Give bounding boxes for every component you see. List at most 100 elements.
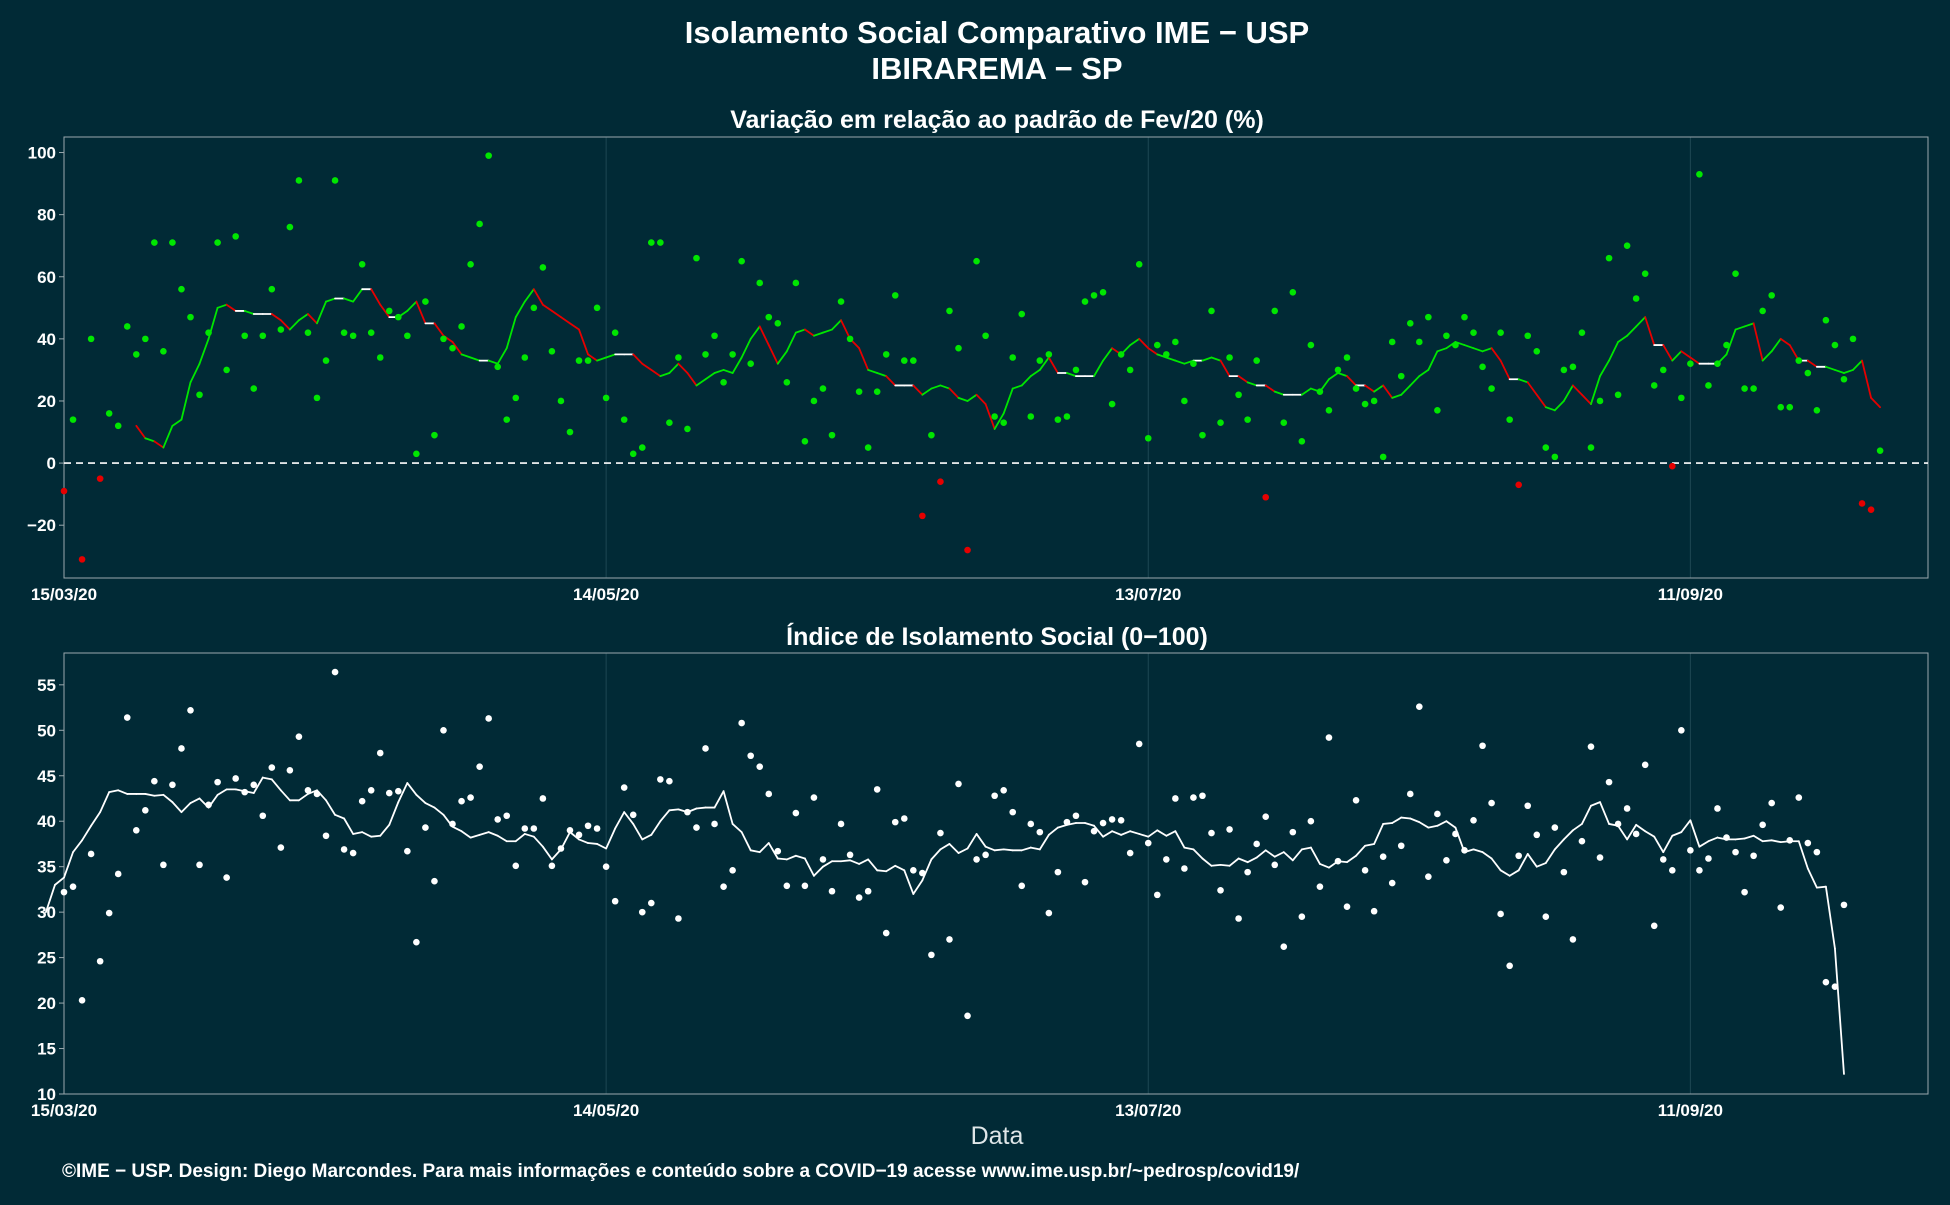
daily-point [1569, 936, 1577, 943]
rolling-mean-segment [243, 310, 255, 315]
rolling-mean-segment [993, 412, 1005, 430]
daily-point [837, 820, 845, 828]
rolling-mean-segment [876, 869, 888, 873]
rolling-mean-segment [813, 865, 824, 877]
daily-point [1614, 391, 1622, 399]
daily-point [1506, 416, 1513, 423]
daily-point [1614, 820, 1622, 828]
rolling-mean-segment [1174, 830, 1186, 849]
daily-point [1524, 802, 1532, 810]
daily-point [259, 812, 267, 820]
rolling-mean-segment [1725, 328, 1737, 356]
daily-point [774, 847, 782, 855]
rolling-mean-segment [822, 328, 833, 334]
rolling-mean-segment [361, 831, 373, 838]
rolling-mean-segment [1165, 830, 1177, 837]
daily-point [666, 777, 673, 785]
rolling-mean-segment [1761, 350, 1773, 362]
x-tick-label: 14/05/20 [573, 1101, 639, 1120]
rolling-mean-segment [523, 288, 535, 303]
daily-point [123, 323, 131, 330]
rolling-mean-segment [379, 823, 391, 837]
rolling-mean-segment [804, 857, 815, 877]
rolling-mean-segment [1815, 885, 1827, 889]
daily-point [60, 487, 68, 495]
rolling-mean-segment [1255, 849, 1267, 859]
daily-point [178, 285, 185, 293]
daily-point [548, 862, 556, 870]
daily-point [1081, 298, 1089, 305]
rolling-mean-segment [605, 827, 617, 850]
y-tick-label: 10 [37, 1085, 56, 1104]
daily-point [187, 706, 194, 714]
daily-point [1036, 828, 1044, 836]
daily-point [1036, 357, 1044, 364]
daily-point [1063, 818, 1071, 826]
daily-point [1741, 385, 1748, 392]
daily-point [1867, 506, 1875, 513]
rolling-mean-segment [1806, 867, 1818, 889]
daily-point [1497, 910, 1504, 918]
rolling-mean-segment [288, 319, 300, 331]
rolling-mean-segment [1834, 369, 1845, 374]
daily-point [1343, 354, 1351, 361]
daily-point [1768, 799, 1775, 807]
rolling-mean-segment [1219, 359, 1231, 378]
daily-point [1271, 861, 1279, 869]
daily-point [928, 951, 935, 959]
rolling-mean-segment [415, 300, 427, 325]
rolling-mean-segment [1770, 337, 1782, 353]
daily-point [1759, 307, 1766, 315]
daily-point [1641, 761, 1649, 769]
rolling-mean-segment [1834, 947, 1845, 1075]
daily-point [358, 261, 366, 268]
rolling-mean-segment [1093, 359, 1104, 378]
rolling-mean-segment [1671, 831, 1683, 837]
daily-point [1000, 787, 1007, 794]
rolling-mean-segment [1617, 334, 1629, 343]
daily-point [467, 261, 474, 268]
daily-point [385, 789, 393, 797]
daily-point [232, 775, 239, 782]
daily-point [458, 323, 465, 330]
rolling-mean-segment [1734, 325, 1746, 331]
daily-point [900, 815, 908, 822]
rolling-mean-segment [451, 341, 463, 356]
daily-point [78, 556, 86, 563]
daily-point [87, 850, 95, 858]
rolling-mean-segment [1246, 856, 1258, 864]
daily-point [1759, 821, 1766, 829]
daily-point [657, 776, 664, 783]
rolling-mean-segment [858, 858, 870, 865]
rolling-mean-segment [1264, 849, 1276, 858]
daily-point [259, 332, 267, 340]
daily-point [1461, 847, 1468, 854]
rolling-mean-segment [1671, 350, 1683, 362]
rolling-mean-segment [957, 396, 969, 402]
daily-point [1208, 307, 1215, 315]
rolling-mean-segment [1093, 824, 1104, 838]
daily-point [1045, 351, 1053, 358]
daily-point [675, 915, 682, 922]
rolling-mean-segment [930, 848, 942, 861]
daily-point [1569, 363, 1577, 371]
rolling-mean-segment [659, 809, 671, 823]
daily-point [1153, 341, 1161, 349]
rolling-mean-segment [1743, 322, 1755, 328]
daily-point [557, 845, 565, 852]
rolling-mean-segment [1138, 337, 1150, 350]
daily-point [277, 326, 285, 333]
rolling-mean-segment [1499, 359, 1511, 381]
rolling-mean-segment [1273, 851, 1285, 858]
daily-point [1578, 837, 1586, 845]
rolling-mean-segment [1066, 372, 1077, 378]
daily-point [114, 422, 122, 430]
daily-point [1190, 360, 1197, 368]
daily-point [178, 745, 185, 752]
daily-point [611, 329, 619, 336]
rolling-mean-segment [198, 337, 210, 365]
daily-point [846, 335, 854, 343]
daily-point [891, 818, 899, 826]
rolling-mean-segment [785, 854, 797, 861]
daily-point [413, 938, 420, 946]
